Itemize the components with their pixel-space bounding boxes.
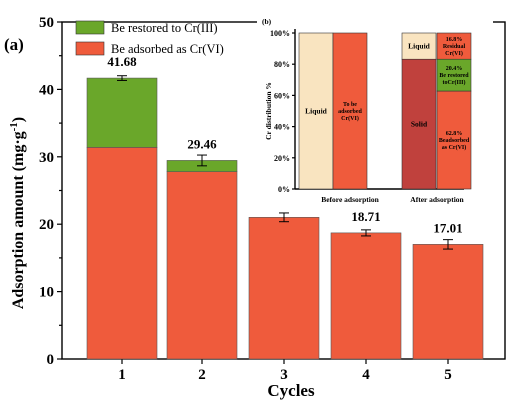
y-axis-title-main: Adsorption amount (mg·g [10, 131, 27, 309]
inset-y-tick-label: 0% [278, 185, 290, 194]
y-tick-label: 30 [39, 150, 54, 166]
x-tick-label: 2 [198, 367, 206, 383]
inset-segment [298, 32, 334, 190]
y-tick-label: 0 [47, 352, 55, 368]
panel-a-label: (a) [4, 35, 24, 54]
bar-adsorbed-cycle-1 [86, 147, 158, 360]
main-bars [86, 75, 484, 360]
legend-swatch-adsorbed [75, 41, 105, 56]
inset-segment [436, 90, 472, 190]
inset-y-tick-label: 60% [274, 91, 290, 100]
x-tick-label: 4 [362, 367, 370, 383]
total-value-label: 29.46 [187, 136, 217, 151]
inset-y-tick-label: 40% [274, 123, 290, 132]
inset-segment-label: 62.8% Beadsorbed as Cr(VI) [439, 131, 470, 151]
x-axis-title: Cycles [267, 381, 315, 400]
x-tick-label: 5 [444, 367, 452, 383]
inset-segment [401, 32, 437, 60]
legend-swatch-restored [75, 20, 105, 35]
inset-segment-label: 16.8% Residual Cr(VI) [443, 37, 466, 57]
inset-y-tick-label: 20% [274, 154, 290, 163]
y-axis-title: Adsorption amount (mg·g-1) [8, 117, 27, 309]
inset-segment [436, 32, 472, 60]
y-axis-title-superscript: -1 [8, 122, 20, 131]
bar-restored-cycle-1 [86, 77, 158, 148]
inset-y-tick-label: 100% [270, 29, 290, 38]
x-tick-label: 3 [280, 367, 288, 383]
total-value-label: 18.71 [351, 209, 380, 224]
inset-y-axis-title: Cr distribution % [264, 82, 273, 140]
legend: Be restored to Cr(III) Be adsorbed as Cr… [75, 20, 224, 56]
inset-segment [332, 32, 368, 190]
inset-chart: (b) Cr distribution % 0% 20% 40% 60% 80% 100% Be… [257, 15, 493, 209]
bar-adsorbed-cycle-4 [330, 232, 402, 360]
x-tick-label: 1 [118, 367, 126, 383]
y-tick-label: 10 [39, 285, 54, 301]
inset-x-tick-label: After adsorption [410, 195, 464, 204]
inset-segment-label: Solid [411, 120, 428, 129]
legend-label-restored: Be restored to Cr(III) [111, 21, 218, 35]
inset-segment-label: To be adsorbed Cr(VI) [338, 102, 362, 122]
inset-segment-label: Liquid [408, 42, 431, 51]
inset-segment-label: 20.4% Be restored toCr(III) [439, 66, 469, 86]
y-tick-label: 40 [39, 82, 54, 98]
total-value-label: 41.68 [107, 54, 137, 69]
legend-label-adsorbed: Be adsorbed as Cr(VI) [111, 42, 224, 56]
y-tick-label: 50 [39, 15, 54, 31]
bar-adsorbed-cycle-2 [166, 171, 238, 360]
inset-segment [436, 58, 472, 92]
bar-adsorbed-cycle-5 [412, 244, 484, 360]
bar-adsorbed-cycle-3 [248, 217, 320, 360]
inset-segment-label: Liquid [305, 107, 328, 116]
inset-y-tick-label: 80% [274, 60, 290, 69]
y-tick-label: 20 [39, 217, 54, 233]
total-value-label: 17.01 [433, 220, 462, 235]
panel-b-label: (b) [262, 17, 272, 26]
y-axis-title-close: ) [10, 117, 27, 122]
inset-x-tick-label: Before adsorption [321, 195, 379, 204]
